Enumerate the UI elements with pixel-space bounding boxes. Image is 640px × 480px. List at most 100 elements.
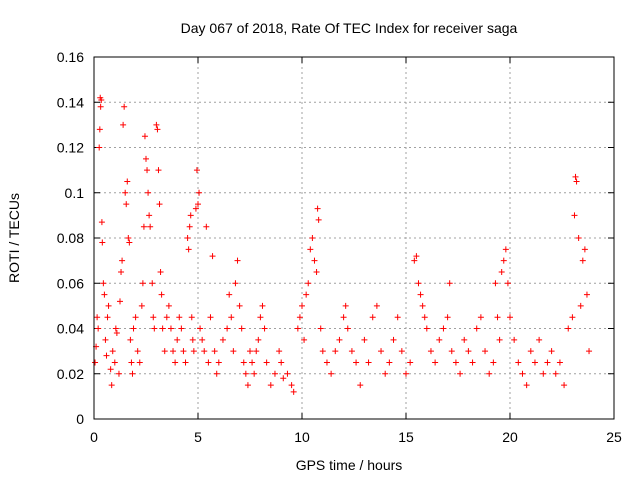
data-point (249, 359, 256, 366)
data-point (115, 370, 122, 377)
data-point (301, 336, 308, 343)
data-point (242, 370, 249, 377)
x-tick-label: 15 (398, 429, 414, 445)
data-point (253, 348, 260, 355)
data-point (251, 370, 258, 377)
data-point (299, 302, 305, 309)
data-point (314, 205, 321, 212)
data-point (552, 370, 559, 377)
y-tick-label: 0.06 (57, 275, 84, 291)
data-point (136, 359, 143, 366)
data-point (215, 359, 222, 366)
data-point (490, 359, 497, 366)
data-point (319, 348, 326, 355)
data-point (163, 314, 170, 321)
data-point (257, 314, 264, 321)
data-point (340, 314, 347, 321)
data-point (436, 336, 443, 343)
data-point (109, 348, 116, 355)
data-point (486, 370, 493, 377)
data-point (147, 223, 154, 230)
data-point (548, 348, 555, 355)
data-point (165, 302, 172, 309)
data-point (307, 246, 314, 253)
data-point (332, 348, 339, 355)
data-point (303, 291, 310, 298)
data-point (357, 382, 364, 389)
data-point (309, 235, 316, 241)
data-point (507, 314, 513, 321)
y-tick-label: 0.02 (57, 366, 84, 382)
data-point (267, 382, 274, 389)
data-point (290, 388, 297, 395)
data-point (112, 325, 119, 332)
data-point (280, 375, 287, 382)
data-point (102, 336, 109, 343)
x-tick-label: 10 (294, 429, 310, 445)
chart-title: Day 067 of 2018, Rate Of TEC Index for r… (181, 20, 518, 36)
data-point (328, 370, 335, 377)
data-point (121, 103, 128, 110)
x-tick-label: 20 (502, 429, 518, 445)
data-point (201, 348, 208, 355)
data-point (504, 280, 511, 287)
data-point (344, 325, 351, 332)
data-point (477, 314, 484, 321)
data-point (386, 359, 393, 366)
data-point (196, 189, 203, 196)
data-point (238, 325, 245, 332)
data-point (465, 348, 472, 355)
data-point (278, 359, 285, 366)
data-point (180, 348, 187, 355)
data-point (113, 330, 120, 337)
data-point (234, 257, 241, 264)
data-point (500, 257, 507, 264)
data-point (185, 246, 192, 253)
data-point (149, 280, 156, 287)
data-point (415, 280, 422, 287)
data-point (203, 223, 210, 230)
data-point (120, 121, 127, 128)
data-point (378, 348, 385, 355)
x-tick-label: 0 (90, 429, 98, 445)
data-point (496, 336, 503, 343)
data-point (369, 314, 376, 321)
grid-lines (94, 57, 614, 419)
data-point (184, 235, 191, 241)
data-point (432, 359, 439, 366)
data-point (96, 144, 103, 151)
data-point (155, 167, 162, 174)
data-point (111, 359, 118, 366)
data-point (209, 253, 216, 260)
data-point (129, 370, 136, 377)
data-point (174, 336, 181, 343)
data-point (276, 348, 283, 355)
x-axis-label: GPS time / hours (296, 457, 403, 473)
data-point (571, 212, 578, 219)
data-point (192, 205, 199, 212)
data-point (519, 370, 526, 377)
data-point (190, 348, 197, 355)
data-point (448, 348, 455, 355)
data-point (172, 359, 179, 366)
plot-frame (93, 56, 615, 420)
data-point (187, 212, 194, 219)
data-point (127, 336, 134, 343)
y-axis-label: ROTI / TECUs (6, 193, 22, 283)
data-point (154, 126, 161, 133)
data-point (261, 325, 268, 332)
y-tick-label: 0.16 (57, 49, 84, 65)
data-point (461, 336, 468, 343)
data-point (407, 359, 414, 366)
data-point (140, 223, 147, 230)
data-point (469, 359, 476, 366)
data-point (141, 133, 148, 140)
data-point (178, 325, 185, 332)
data-point (126, 239, 133, 246)
data-point (313, 268, 320, 275)
data-point (296, 314, 303, 321)
data-point (247, 348, 253, 355)
data-point (544, 359, 551, 366)
data-point (419, 302, 426, 309)
